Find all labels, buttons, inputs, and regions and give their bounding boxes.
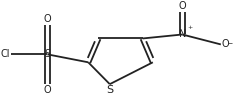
Text: O: O (44, 85, 51, 95)
Text: S: S (44, 49, 51, 59)
Text: −: − (228, 40, 233, 45)
Text: N: N (179, 29, 186, 40)
Text: +: + (187, 25, 192, 30)
Text: O: O (222, 39, 229, 49)
Text: O: O (44, 14, 51, 24)
Text: O: O (179, 1, 186, 11)
Text: S: S (106, 85, 113, 95)
Text: Cl: Cl (1, 49, 10, 59)
